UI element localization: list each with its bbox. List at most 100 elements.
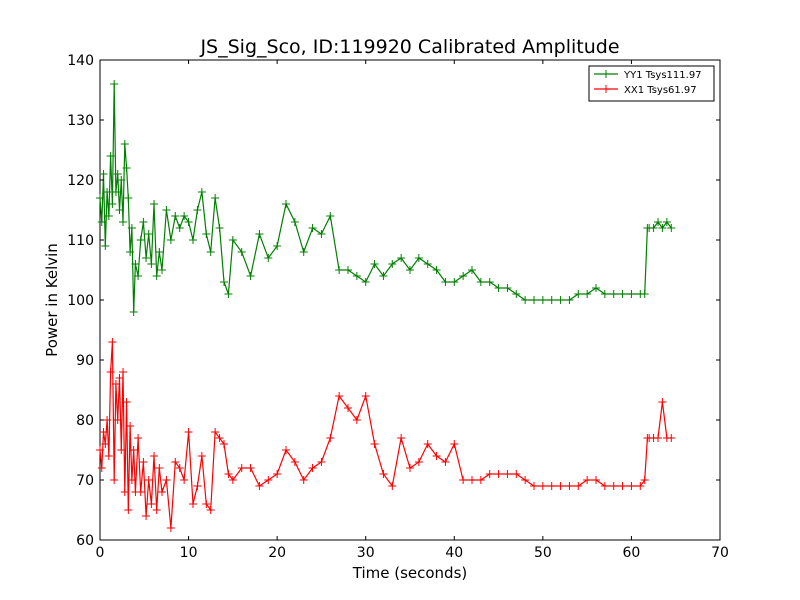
data-point: [485, 470, 494, 478]
x-tick-label: 70: [711, 545, 729, 561]
data-point: [104, 212, 113, 220]
data-point: [609, 482, 618, 490]
data-point: [556, 296, 565, 304]
x-tick-label: 20: [268, 545, 286, 561]
data-point: [388, 260, 397, 268]
data-point: [99, 428, 108, 436]
data-point: [110, 80, 119, 88]
data-point: [131, 260, 140, 268]
y-tick-label: 140: [67, 53, 94, 69]
data-point: [618, 290, 627, 298]
data-point: [485, 278, 494, 286]
data-point: [503, 284, 512, 292]
data-point: [101, 242, 110, 250]
data-point: [166, 524, 175, 532]
y-tick-label: 70: [76, 473, 94, 489]
data-point: [134, 434, 143, 442]
data-point: [134, 272, 143, 280]
data-point: [335, 266, 344, 274]
data-point: [171, 458, 180, 466]
data-point: [97, 218, 106, 226]
chart-title: JS_Sig_Sco, ID:119920 Calibrated Amplitu…: [199, 36, 619, 58]
data-point: [344, 266, 352, 274]
data-point: [476, 278, 485, 286]
data-point: [103, 416, 112, 424]
data-point: [129, 308, 138, 316]
data-point: [662, 218, 671, 226]
data-point: [96, 446, 104, 454]
data-point: [106, 152, 115, 160]
data-point: [115, 206, 124, 214]
data-point: [264, 254, 273, 262]
data-point: [158, 488, 166, 496]
data-point: [335, 392, 344, 400]
data-point: [106, 368, 115, 376]
data-point: [175, 224, 184, 232]
data-point: [468, 266, 476, 274]
data-point: [152, 272, 161, 280]
data-point: [142, 512, 151, 520]
data-point: [654, 218, 662, 226]
data-point: [450, 440, 459, 448]
data-point: [184, 218, 193, 226]
y-axis-label: Power in Kelvin: [43, 243, 61, 357]
data-point: [658, 398, 667, 406]
data-point: [120, 488, 129, 496]
axis-ticks: 0 10 20 30 40 50 60 70 60 70 80 90 100 110 120 130 140: [67, 53, 729, 561]
data-point: [136, 488, 145, 496]
y-tick-label: 100: [67, 293, 94, 309]
plot-area: [99, 59, 721, 541]
data-point: [237, 248, 246, 256]
data-point: [122, 398, 131, 406]
data-point: [600, 290, 609, 298]
data-point: [308, 464, 317, 472]
data-point: [120, 140, 129, 148]
data-point: [142, 254, 151, 262]
data-point: [220, 278, 228, 286]
data-point: [565, 296, 574, 304]
data-point: [246, 272, 255, 280]
data-point: [290, 218, 299, 226]
data-point: [184, 428, 193, 436]
data-point: [379, 470, 388, 478]
data-point: [202, 500, 211, 508]
data-point: [224, 290, 233, 298]
data-point: [124, 506, 133, 514]
data-point: [136, 236, 145, 244]
data-point: [640, 476, 649, 484]
data-point: [414, 254, 423, 262]
data-point: [441, 458, 450, 466]
x-tick-label: 40: [445, 545, 463, 561]
data-point: [147, 260, 156, 268]
data-point: [326, 434, 335, 442]
data-point: [139, 458, 148, 466]
data-point: [512, 290, 521, 298]
data-point: [97, 464, 106, 472]
data-point: [423, 260, 432, 268]
data-point: [152, 506, 161, 514]
data-point: [592, 476, 600, 484]
data-point: [406, 464, 414, 472]
data-point: [224, 470, 233, 478]
data-point: [290, 458, 299, 466]
data-point: [111, 188, 120, 196]
data-point: [609, 290, 618, 298]
legend-marker: [602, 85, 610, 93]
legend-marker: [602, 70, 610, 78]
y-tick-label: 130: [67, 113, 94, 129]
x-axis-label: Time (seconds): [352, 564, 468, 582]
data-point: [370, 260, 379, 268]
data-point: [299, 248, 308, 256]
data-point: [96, 194, 104, 202]
y-tick-label: 110: [67, 233, 94, 249]
data-point: [299, 476, 308, 484]
data-point: [193, 482, 202, 490]
data-point: [180, 476, 189, 484]
data-point: [206, 506, 215, 514]
data-point: [228, 476, 237, 484]
data-point: [108, 200, 117, 208]
data-point: [126, 248, 135, 256]
data-point: [530, 296, 538, 304]
data-point: [512, 470, 521, 478]
data-point: [162, 476, 171, 484]
